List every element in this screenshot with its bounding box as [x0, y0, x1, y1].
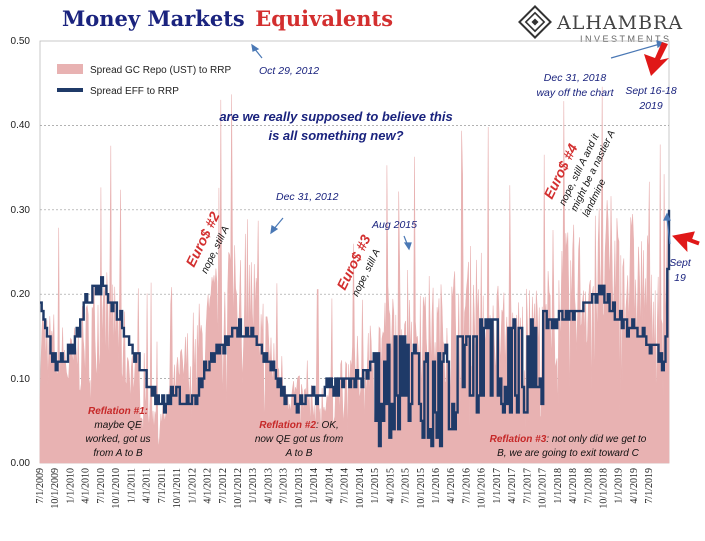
x-tick-label: 1/1/2017	[492, 468, 503, 504]
annotation-oct-2012: Oct 29, 2012	[259, 65, 319, 77]
x-tick-label: 4/1/2010	[81, 468, 92, 504]
annotation-sept-16-18-year: 2019	[638, 100, 663, 112]
reflation-1-label: Reflation #1: maybe QE worked, got us fr…	[85, 406, 150, 459]
x-tick-label: 1/1/2018	[553, 468, 564, 504]
x-tick-label: 10/1/2016	[477, 468, 488, 509]
x-tick-label: 4/1/2013	[264, 468, 275, 504]
x-tick-label: 4/1/2011	[142, 468, 153, 503]
x-tick-label: 4/1/2019	[629, 468, 640, 504]
x-tick-label: 10/1/2017	[538, 468, 549, 509]
x-tick-label: 1/1/2011	[126, 468, 137, 503]
x-tick-label: 7/1/2009	[35, 468, 46, 504]
reflation-1-line-3: from A to B	[93, 448, 143, 459]
legend-label-gc-repo: Spread GC Repo (UST) to RRP	[90, 65, 231, 76]
y-tick-label: 0.10	[11, 374, 31, 385]
x-tick-label: 7/1/2016	[461, 468, 472, 504]
annotation-sept-19: Sept	[669, 257, 692, 269]
reflation-2-title: Reflation #2	[259, 420, 316, 431]
x-tick-label: 4/1/2012	[203, 468, 214, 504]
eff-series	[40, 209, 671, 448]
reflation-2-line-2: now QE got us from	[255, 434, 343, 445]
red-arrow-icon	[672, 231, 700, 253]
x-tick-label: 7/1/2018	[583, 468, 594, 504]
x-tick-label: 10/1/2009	[50, 468, 61, 509]
chart-title-part2: Equivalents	[255, 6, 393, 31]
chart-title: Money Markets Equivalents	[62, 6, 393, 31]
x-tick-label: 10/1/2010	[111, 468, 122, 509]
annotation-dec-2018: Dec 31, 2018	[544, 72, 607, 84]
x-tick-label: 1/1/2010	[66, 468, 77, 504]
x-tick-label: 7/1/2014	[340, 468, 351, 504]
legend: Spread GC Repo (UST) to RRP Spread EFF t…	[57, 64, 231, 97]
x-tick-label: 10/1/2011	[172, 468, 183, 508]
x-tick-label: 7/1/2012	[218, 468, 229, 504]
y-tick-label: 0.30	[11, 205, 31, 216]
x-tick-label: 7/1/2011	[157, 468, 168, 503]
y-tick-label: 0.40	[11, 120, 31, 131]
x-tick-label: 1/1/2012	[187, 468, 198, 504]
x-tick-label: 1/1/2016	[431, 468, 442, 504]
euro-4-label: Euro$ #4 nope, still A and it might be a…	[540, 128, 618, 218]
chart-title-part1: Money Markets	[62, 6, 245, 31]
y-tick-label: 0.20	[11, 289, 31, 300]
reflation-1-line-1: maybe QE	[94, 420, 142, 431]
x-tick-label: 1/1/2019	[614, 468, 625, 504]
y-tick-label: 0.00	[11, 458, 31, 469]
annotation-way-off-chart: way off the chart	[536, 87, 614, 99]
x-tick-label: 1/1/2013	[248, 468, 259, 504]
svg-text:Reflation #1:: Reflation #1:	[88, 406, 148, 417]
question-line-2: is all something new?	[268, 128, 403, 143]
logo-name: ALHAMBRA	[556, 12, 683, 34]
x-tick-label: 10/1/2012	[233, 468, 244, 509]
svg-text:Reflation #2: OK,: Reflation #2: OK,	[259, 420, 338, 431]
x-tick-label: 4/1/2015	[385, 468, 396, 504]
reflation-2-label: Reflation #2: OK, now QE got us from A t…	[255, 420, 343, 459]
x-tick-label: 10/1/2018	[599, 468, 610, 509]
x-tick-label: 4/1/2016	[446, 468, 457, 504]
svg-text:Reflation #3: not only did we: Reflation #3: not only did we get to	[490, 434, 647, 445]
x-tick-label: 4/1/2017	[507, 468, 518, 504]
euro-3-label: Euro$ #3 nope, still A	[333, 232, 383, 298]
pointer-arrows	[251, 40, 671, 251]
reflation-3-title: Reflation #3	[490, 434, 547, 445]
x-tick-label: 4/1/2018	[568, 468, 579, 504]
logo-diamond-icon	[518, 5, 552, 39]
question-line-1: are we really supposed to believe this	[219, 109, 452, 124]
x-tick-label: 7/1/2015	[401, 468, 412, 504]
annotation-aug-2015: Aug 2015	[371, 219, 417, 231]
x-tick-label: 10/1/2013	[294, 468, 305, 509]
euro-2-label: Euro$ #2 nope, still A	[182, 209, 232, 275]
annotation-dec-2012: Dec 31, 2012	[276, 191, 339, 203]
x-tick-label: 1/1/2015	[370, 468, 381, 504]
red-arrow-icon	[644, 42, 669, 76]
x-tick-label: 10/1/2014	[355, 468, 366, 509]
reflation-1-title: Reflation #1	[88, 406, 145, 417]
logo-subtitle: INVESTMENTS	[580, 34, 672, 44]
y-tick-label: 0.50	[11, 36, 31, 47]
reflation-3-line-2: B, we are going to exit toward C	[497, 448, 640, 459]
y-axis-ticks: 0.50 0.40 0.30 0.20 0.10 0.00	[11, 36, 31, 469]
x-tick-label: 7/1/2013	[279, 468, 290, 504]
x-tick-label: 1/1/2014	[309, 468, 320, 504]
annotation-sept-19-day: 19	[674, 272, 686, 284]
reflation-2-line-3: A to B	[285, 448, 313, 459]
alhambra-logo: ALHAMBRA INVESTMENTS	[518, 5, 683, 44]
x-tick-label: 7/1/2017	[522, 468, 533, 504]
x-tick-label: 4/1/2014	[324, 468, 335, 504]
annotation-sept-16-18: Sept 16-18	[625, 85, 677, 97]
x-tick-label: 7/1/2019	[644, 468, 655, 504]
eff-line	[40, 209, 671, 448]
x-tick-label: 10/1/2015	[416, 468, 427, 509]
reflation-3-label: Reflation #3: not only did we get to B, …	[490, 434, 647, 459]
x-tick-label: 7/1/2010	[96, 468, 107, 504]
legend-label-eff: Spread EFF to RRP	[90, 86, 179, 97]
x-axis-ticks: 7/1/2009 10/1/2009 1/1/2010 4/1/2010 7/1/201…	[35, 468, 655, 509]
reflation-1-line-2: worked, got us	[85, 434, 150, 445]
legend-swatch-gc-repo	[57, 64, 83, 74]
